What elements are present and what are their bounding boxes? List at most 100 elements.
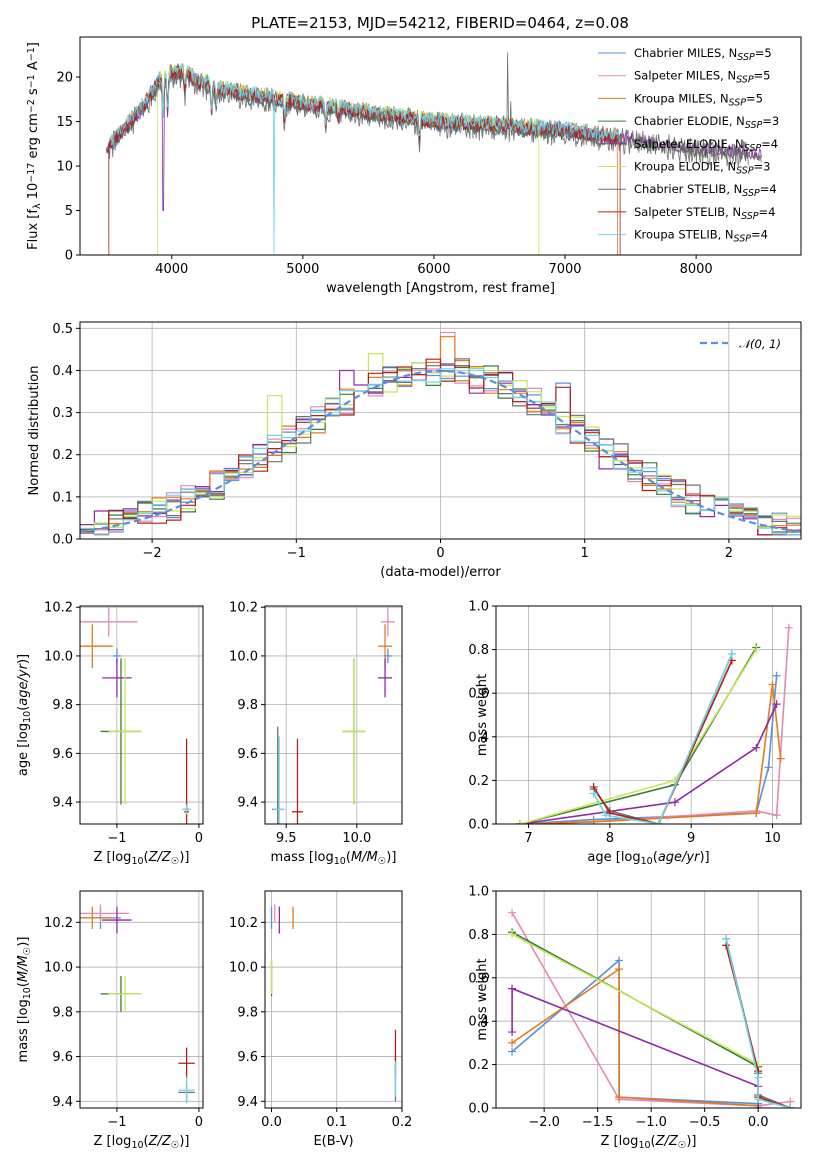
x-tick-label: 6000 xyxy=(417,262,450,277)
errorbar-point-salpeter_miles xyxy=(80,607,138,637)
y-tick-label: 9.4 xyxy=(52,796,73,811)
y-tick-label: 1.0 xyxy=(468,600,489,615)
weight-line-kroupa_elodie xyxy=(511,933,759,1066)
x-tick-label: 2 xyxy=(725,546,733,561)
x-tick-label: 5000 xyxy=(286,262,319,277)
weight-marker-salpeter_elodie xyxy=(754,1104,763,1108)
y-tick-label: 9.4 xyxy=(237,1095,258,1110)
axes-frame xyxy=(79,321,802,540)
x-tick-label: 9 xyxy=(687,831,695,846)
weight-marker-salpeter_miles xyxy=(508,908,517,917)
weight-marker-kroupa_elodie xyxy=(508,930,517,939)
x-tick-label: 0 xyxy=(436,546,444,561)
axes-frame xyxy=(264,605,403,825)
errorbar-point-kroupa_miles xyxy=(80,624,113,669)
y-tick-label: 9.8 xyxy=(237,1005,258,1020)
y-axis-label: Normed distribution xyxy=(27,366,42,496)
y-tick-label: 9.8 xyxy=(237,698,258,713)
weight-marker-salpeter_elodie xyxy=(670,798,679,807)
x-axis-label: Z [log10(Z/Z☉)] xyxy=(93,1134,189,1151)
plot-area-spectrum xyxy=(105,52,762,255)
gaussian-reference-curve xyxy=(80,369,801,533)
y-axis-label: mass weight xyxy=(475,674,490,756)
weight-line-chabrier_miles xyxy=(520,675,778,824)
y-tick-label: 5 xyxy=(65,204,73,219)
y-tick-label: 0.1 xyxy=(52,490,73,505)
y-tick-label: 9.8 xyxy=(52,698,73,713)
weight-marker-kroupa_stelib xyxy=(754,1073,763,1082)
axes-frame xyxy=(264,890,403,1109)
weight-marker-kroupa_stelib xyxy=(601,811,610,820)
weight-marker-kroupa_elodie xyxy=(516,820,525,824)
y-tick-label: 0.6 xyxy=(468,971,489,986)
weight-line-kroupa_miles xyxy=(520,684,782,824)
axes-frame xyxy=(495,890,802,1109)
legend-label-chabrier_stelib: Chabrier STELIB, NSSP=4 xyxy=(634,182,777,199)
y-tick-label: 0.8 xyxy=(468,928,489,943)
y-tick-label: 10.2 xyxy=(44,916,73,931)
weight-marker-chabrier_miles xyxy=(615,956,624,965)
figure-title: PLATE=2153, MJD=54212, FIBERID=0464, z=0… xyxy=(251,14,629,32)
y-tick-label: 10.2 xyxy=(44,601,73,616)
errorbar-point-salpeter_elodie xyxy=(102,658,132,698)
x-tick-label: −1 xyxy=(287,546,306,561)
panel-age_vs_Z: −1 0 9.4 9.6 9.8 10.0 10.2 Z [log10(Z/Z☉)] age [… xyxy=(16,601,204,867)
errorbar-point-kroupa_elodie xyxy=(108,976,142,1012)
legend-label-salpeter_elodie: Salpeter ELODIE, NSSP=4 xyxy=(634,137,778,154)
legend-label-kroupa_stelib: Kroupa STELIB, NSSP=4 xyxy=(634,228,768,245)
errorbar-point-salpeter_elodie xyxy=(102,906,132,934)
x-tick-label: −2 xyxy=(143,546,162,561)
weight-line-chabrier_stelib xyxy=(592,653,733,824)
histogram-kroupa_miles xyxy=(80,336,801,536)
panel-mass_vs_ebv: 0.0 0.1 0.2 9.4 9.6 9.8 10.0 10.2 E(B-V) xyxy=(229,890,412,1149)
plot-area-residuals xyxy=(80,331,801,536)
weight-marker-salpeter_elodie xyxy=(508,984,517,993)
axes-frame xyxy=(79,890,204,1109)
x-tick-label: 0.1 xyxy=(326,1115,347,1130)
x-axis-label: wavelength [Angstrom, rest frame] xyxy=(326,281,555,296)
plot-area-mass_vs_ebv xyxy=(270,904,397,1102)
x-tick-label: 10.0 xyxy=(342,831,371,846)
weight-marker-kroupa_stelib xyxy=(754,1095,763,1104)
weight-marker-chabrier_miles xyxy=(772,671,781,680)
panel-weight_vs_age: 7 8 9 10 0.0 0.2 0.4 0.6 0.8 1.0 age [log10(age/yr… xyxy=(468,600,802,867)
x-tick-label: 0.0 xyxy=(748,1115,769,1130)
x-tick-label: 4000 xyxy=(155,262,188,277)
y-tick-label: 10.0 xyxy=(44,649,73,664)
x-tick-label: 1 xyxy=(581,546,589,561)
y-tick-label: 1.0 xyxy=(468,885,489,900)
y-tick-label: 0.6 xyxy=(468,687,489,702)
errorbar-point-salpeter_elodie xyxy=(377,658,393,698)
spectrum-line-salpeter_stelib xyxy=(108,65,621,255)
weight-marker-salpeter_elodie xyxy=(508,1028,517,1037)
weight-marker-kroupa_stelib xyxy=(589,789,598,798)
y-tick-label: 0.8 xyxy=(468,643,489,658)
y-tick-label: 0.4 xyxy=(52,364,73,379)
weight-marker-salpeter_elodie xyxy=(772,700,781,709)
y-axis-label: Flux [fλ 10−17 erg cm−2 s−1 A−1] xyxy=(26,42,43,250)
y-tick-label: 10 xyxy=(56,160,73,175)
plot-area-weight_vs_Z xyxy=(508,908,795,1108)
legend-label-chabrier_elodie: Chabrier ELODIE, NSSP=3 xyxy=(634,114,779,131)
weight-marker-kroupa_miles xyxy=(776,754,785,763)
y-axis-label: age [log10(age/yr)] xyxy=(16,654,33,776)
weight-line-kroupa_stelib xyxy=(592,653,733,824)
y-axis-label: mass [log10(M/M☉)] xyxy=(16,937,33,1063)
x-tick-label: 0 xyxy=(195,1115,203,1130)
y-tick-label: 15 xyxy=(56,115,73,130)
x-tick-label: −1.0 xyxy=(635,1115,667,1130)
weight-marker-kroupa_miles xyxy=(615,1093,624,1102)
y-tick-label: 20 xyxy=(56,71,73,86)
y-tick-label: 9.6 xyxy=(237,1050,258,1065)
x-tick-label: 7000 xyxy=(548,262,581,277)
x-tick-label: 7 xyxy=(524,831,532,846)
y-tick-label: 0.0 xyxy=(52,533,73,548)
weight-marker-chabrier_miles xyxy=(764,763,773,772)
axes-frame xyxy=(79,605,204,825)
x-tick-label: 0.0 xyxy=(261,1115,282,1130)
x-tick-label: 0 xyxy=(195,831,203,846)
y-tick-label: 0.2 xyxy=(52,448,73,463)
weight-line-chabrier_elodie xyxy=(520,646,757,824)
panel-residuals: −2 −1 0 1 2 0.0 0.1 0.2 0.3 0.4 0.5 (data-model)/er… xyxy=(27,321,802,580)
